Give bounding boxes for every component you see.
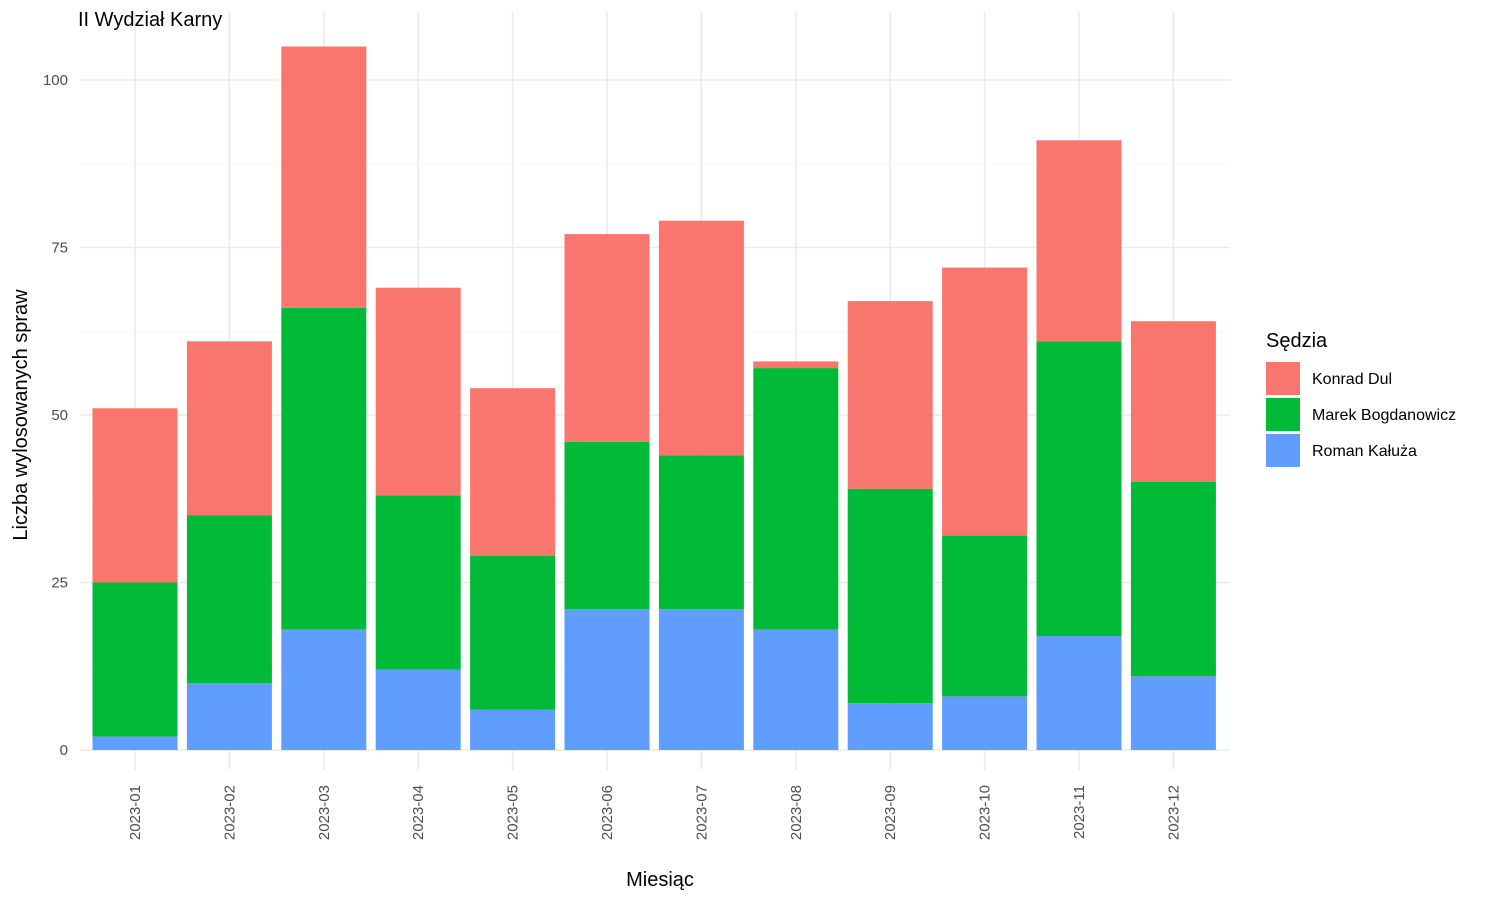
chart-title: II Wydział Karny	[78, 9, 222, 31]
y-axis-title: Liczba wylosowanych spraw	[10, 289, 32, 541]
legend-items: Konrad Dul Marek Bogdanowicz Roman Kałuża	[1266, 362, 1456, 467]
legend-label: Roman Kałuża	[1312, 443, 1417, 460]
y-tick-label: 25	[51, 575, 68, 592]
bar-segment	[753, 368, 839, 630]
bar-segment	[281, 307, 367, 630]
y-tick-label: 75	[51, 240, 68, 257]
bar-segment	[1036, 636, 1122, 750]
bar-segment	[470, 555, 556, 710]
x-tick-label: 2023-05	[505, 785, 522, 840]
bar-segment	[753, 629, 839, 750]
legend-swatch	[1266, 398, 1300, 431]
bar-segment	[564, 234, 650, 442]
bar-segment	[1130, 676, 1216, 750]
x-tick-label: 2023-09	[882, 785, 899, 840]
bar-segment	[470, 388, 556, 556]
bar-segment	[281, 629, 367, 750]
bar-segment	[470, 709, 556, 750]
bar-segment	[753, 361, 839, 369]
x-tick-label: 2023-10	[977, 785, 994, 840]
bar-segment	[375, 287, 461, 496]
legend-label: Marek Bogdanowicz	[1312, 407, 1456, 424]
y-axis-ticks: 0 25 50 75 100	[43, 72, 68, 759]
bar-segment	[1130, 321, 1216, 482]
x-tick-label: 2023-12	[1165, 785, 1182, 840]
bar-segment	[847, 703, 933, 750]
bar-segment	[942, 696, 1028, 750]
bar-segment	[942, 267, 1028, 536]
bar-segment	[1130, 482, 1216, 677]
bar-segment	[92, 582, 178, 737]
x-axis-title: Miesiąc	[626, 869, 694, 891]
bar-segment	[658, 609, 744, 750]
bars	[92, 46, 1216, 750]
bar-segment	[186, 515, 272, 683]
x-tick-label: 2023-01	[127, 785, 144, 840]
legend-label: Konrad Dul	[1312, 371, 1392, 388]
bar-segment	[375, 495, 461, 670]
bar-segment	[186, 683, 272, 750]
bar-segment	[92, 408, 178, 583]
y-tick-label: 100	[43, 72, 68, 89]
x-tick-label: 2023-02	[221, 785, 238, 840]
x-tick-label: 2023-08	[788, 785, 805, 840]
legend: Sędzia Konrad Dul Marek Bogdanowicz Roman …	[1266, 330, 1456, 467]
bar-segment	[1036, 341, 1122, 637]
bar-segment	[92, 736, 178, 750]
legend-swatch	[1266, 362, 1300, 395]
x-tick-label: 2023-04	[410, 785, 427, 840]
bar-segment	[564, 609, 650, 750]
bar-segment	[658, 220, 744, 456]
bar-segment	[1036, 140, 1122, 342]
x-tick-label: 2023-11	[1071, 785, 1088, 839]
x-tick-label: 2023-07	[693, 785, 710, 840]
bar-segment	[564, 441, 650, 610]
bar-segment	[847, 301, 933, 489]
bar-segment	[847, 488, 933, 704]
bar-segment	[658, 455, 744, 610]
bar-segment	[942, 535, 1028, 697]
bar-segment	[186, 341, 272, 516]
y-tick-label: 0	[60, 742, 68, 759]
x-tick-label: 2023-06	[599, 785, 616, 840]
bar-segment	[375, 669, 461, 750]
x-tick-label: 2023-03	[316, 785, 333, 840]
legend-title: Sędzia	[1266, 330, 1328, 352]
y-tick-label: 50	[51, 407, 68, 424]
x-axis-ticks: 2023-01 2023-02 2023-03 2023-04 2023-05 2023-…	[127, 785, 1182, 840]
bar-segment	[281, 46, 367, 308]
legend-swatch	[1266, 434, 1300, 467]
